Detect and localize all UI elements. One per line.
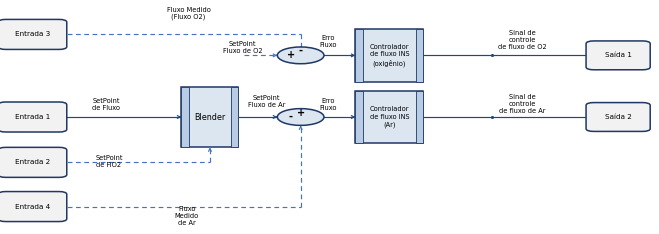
FancyBboxPatch shape (586, 41, 650, 70)
FancyBboxPatch shape (0, 147, 67, 177)
FancyBboxPatch shape (0, 19, 67, 49)
Text: Blender: Blender (194, 113, 225, 121)
FancyBboxPatch shape (355, 91, 424, 143)
Text: Entrada 3: Entrada 3 (14, 31, 50, 37)
Text: Fluxo
Medido
de Ar: Fluxo Medido de Ar (175, 206, 199, 226)
Text: Saída 1: Saída 1 (605, 52, 631, 58)
Text: Sinal de
controle
de fluxo de O2: Sinal de controle de fluxo de O2 (498, 30, 546, 50)
FancyBboxPatch shape (355, 91, 362, 143)
FancyBboxPatch shape (181, 87, 188, 147)
Text: SetPoint
Fluxo de Ar: SetPoint Fluxo de Ar (248, 95, 285, 108)
Text: Saída 2: Saída 2 (605, 114, 631, 120)
Circle shape (277, 109, 324, 125)
Text: -: - (289, 112, 293, 122)
Text: Erro
Fluxo: Erro Fluxo (319, 98, 337, 111)
Text: SetPoint
Fluxo de O2: SetPoint Fluxo de O2 (223, 41, 262, 54)
Text: Controlador
de fluxo INS
(oxigênio): Controlador de fluxo INS (oxigênio) (370, 44, 409, 67)
Text: Controlador
de fluxo INS
(Ar): Controlador de fluxo INS (Ar) (370, 106, 409, 128)
Text: SetPoint
de Fluxo: SetPoint de Fluxo (92, 98, 121, 111)
Text: Entrada 2: Entrada 2 (14, 159, 50, 165)
Text: -: - (299, 46, 302, 56)
FancyBboxPatch shape (355, 29, 424, 81)
FancyBboxPatch shape (181, 87, 239, 147)
Text: Sinal de
controle
de fluxo de Ar: Sinal de controle de fluxo de Ar (499, 94, 546, 114)
FancyBboxPatch shape (586, 102, 650, 132)
FancyBboxPatch shape (416, 91, 424, 143)
FancyBboxPatch shape (231, 87, 239, 147)
Text: Erro
Fluxo: Erro Fluxo (319, 35, 337, 48)
Text: Fluxo Medido
(Fluxo O2): Fluxo Medido (Fluxo O2) (167, 7, 210, 20)
FancyBboxPatch shape (355, 29, 362, 81)
FancyBboxPatch shape (0, 192, 67, 222)
FancyBboxPatch shape (416, 29, 424, 81)
Text: Entrada 1: Entrada 1 (14, 114, 50, 120)
Text: +: + (287, 50, 295, 60)
Text: Entrada 4: Entrada 4 (14, 204, 50, 210)
Circle shape (277, 47, 324, 64)
Text: SetPoint
de FiO2: SetPoint de FiO2 (95, 155, 123, 168)
FancyBboxPatch shape (0, 102, 67, 132)
Text: +: + (297, 108, 304, 118)
